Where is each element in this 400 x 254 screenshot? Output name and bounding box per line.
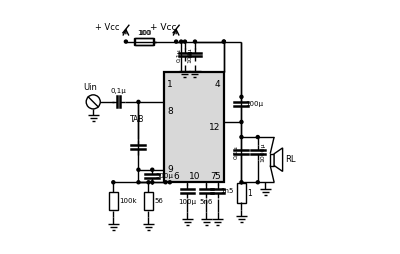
Bar bbox=[134, 38, 153, 45]
Text: 1: 1 bbox=[167, 80, 173, 89]
Polygon shape bbox=[274, 148, 283, 171]
Text: 1: 1 bbox=[247, 189, 252, 198]
Text: 5n6: 5n6 bbox=[200, 199, 213, 205]
Circle shape bbox=[240, 181, 243, 184]
Text: 100: 100 bbox=[138, 30, 152, 36]
Bar bbox=[135, 38, 154, 45]
Text: Uin: Uin bbox=[83, 83, 97, 92]
Text: 100µ: 100µ bbox=[178, 199, 196, 205]
Text: 9: 9 bbox=[167, 165, 173, 174]
Circle shape bbox=[137, 181, 140, 184]
Circle shape bbox=[184, 40, 186, 43]
Circle shape bbox=[194, 40, 196, 43]
Text: 12: 12 bbox=[209, 122, 220, 132]
Circle shape bbox=[151, 181, 154, 184]
Circle shape bbox=[175, 40, 178, 43]
Text: 4: 4 bbox=[214, 80, 220, 89]
Text: 100k: 100k bbox=[119, 198, 136, 204]
Circle shape bbox=[240, 95, 243, 98]
Circle shape bbox=[256, 181, 259, 184]
Circle shape bbox=[222, 40, 225, 43]
Text: 100µ: 100µ bbox=[187, 47, 192, 63]
Text: 100µ: 100µ bbox=[245, 101, 263, 107]
Circle shape bbox=[112, 181, 115, 184]
Text: 500µ: 500µ bbox=[155, 173, 173, 179]
Text: 100: 100 bbox=[137, 30, 150, 36]
Text: RL: RL bbox=[285, 155, 296, 164]
Text: 56: 56 bbox=[154, 198, 163, 204]
Circle shape bbox=[222, 40, 225, 43]
Circle shape bbox=[147, 181, 150, 184]
Bar bbox=[144, 192, 153, 210]
Text: 1000µ: 1000µ bbox=[261, 142, 266, 162]
Text: + Vcc: + Vcc bbox=[150, 23, 177, 31]
Text: 6: 6 bbox=[174, 172, 179, 181]
Text: 0,1µ: 0,1µ bbox=[110, 88, 126, 94]
Circle shape bbox=[240, 120, 243, 123]
Text: 5: 5 bbox=[214, 172, 220, 181]
Text: 8: 8 bbox=[167, 107, 173, 116]
Bar bbox=[164, 72, 224, 182]
Bar bbox=[270, 154, 274, 166]
Text: 0,1µ: 0,1µ bbox=[234, 145, 238, 159]
Circle shape bbox=[137, 168, 140, 171]
Circle shape bbox=[180, 40, 183, 43]
Text: TAB: TAB bbox=[130, 115, 144, 124]
Bar bbox=[109, 192, 118, 210]
Circle shape bbox=[256, 136, 259, 138]
Circle shape bbox=[168, 181, 171, 184]
Text: 10: 10 bbox=[189, 172, 200, 181]
Text: 0,1µ: 0,1µ bbox=[177, 49, 182, 62]
Circle shape bbox=[164, 181, 167, 184]
Bar bbox=[237, 183, 246, 203]
Text: 7: 7 bbox=[210, 172, 216, 181]
Circle shape bbox=[124, 40, 127, 43]
Circle shape bbox=[137, 100, 140, 103]
Text: + Vcc: + Vcc bbox=[95, 23, 120, 32]
Circle shape bbox=[240, 136, 243, 138]
Text: 1n5: 1n5 bbox=[221, 188, 234, 194]
Circle shape bbox=[151, 168, 154, 171]
